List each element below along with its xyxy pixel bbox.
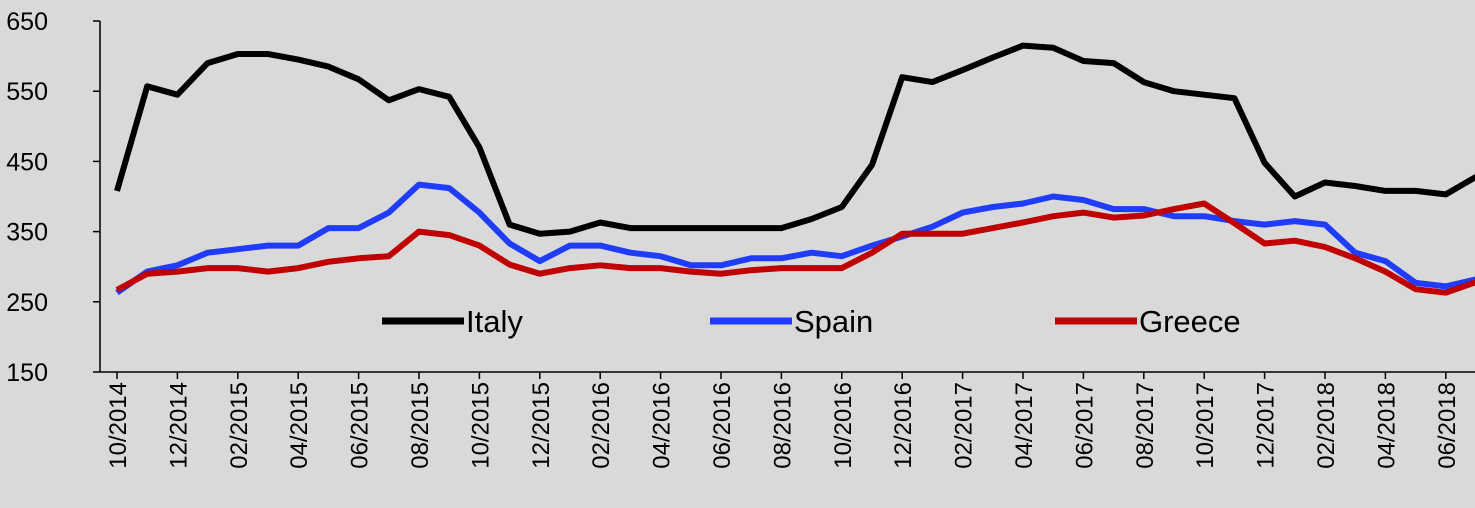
y-tick-label: 550: [6, 78, 48, 106]
x-tick-label: 06/2015: [347, 382, 374, 469]
x-tick-label: 04/2015: [286, 382, 313, 469]
y-tick-label: 250: [6, 289, 48, 317]
y-tick-label: 450: [6, 148, 48, 176]
y-tick-label: 150: [6, 359, 48, 387]
x-tick-label: 10/2014: [105, 382, 132, 469]
x-tick-label: 12/2017: [1253, 382, 1280, 469]
x-tick-label: 08/2017: [1132, 382, 1159, 469]
y-tick-label: 650: [6, 8, 48, 36]
x-tick-label: 08/2015: [407, 382, 434, 469]
x-tick-label: 10/2016: [830, 382, 857, 469]
x-tick-label: 10/2015: [467, 382, 494, 469]
legend-label: Italy: [466, 304, 523, 339]
series-line: [115, 181, 1475, 296]
x-tick-label: 04/2017: [1011, 382, 1038, 469]
x-tick-label: 04/2018: [1373, 382, 1400, 469]
x-tick-label: 02/2017: [951, 382, 978, 469]
x-tick-label: 06/2017: [1071, 382, 1098, 469]
series-line: [114, 42, 1475, 237]
x-tick-label: 06/2018: [1434, 382, 1461, 469]
x-tick-label: 02/2016: [588, 382, 615, 469]
series-line: [115, 200, 1475, 296]
legend-label: Spain: [794, 304, 873, 339]
x-tick-label: 02/2015: [226, 382, 253, 469]
y-tick-label: 350: [6, 219, 48, 247]
legend-label: Greece: [1139, 304, 1241, 339]
x-tick-label: 06/2016: [709, 382, 736, 469]
x-tick-label: 12/2015: [528, 382, 555, 469]
x-tick-label: 04/2016: [649, 382, 676, 469]
x-tick-label: 10/2017: [1192, 382, 1219, 469]
x-tick-label: 12/2016: [890, 382, 917, 469]
x-tick-label: 12/2014: [165, 382, 192, 469]
x-tick-label: 08/2016: [769, 382, 796, 469]
x-tick-label: 02/2018: [1313, 382, 1340, 469]
